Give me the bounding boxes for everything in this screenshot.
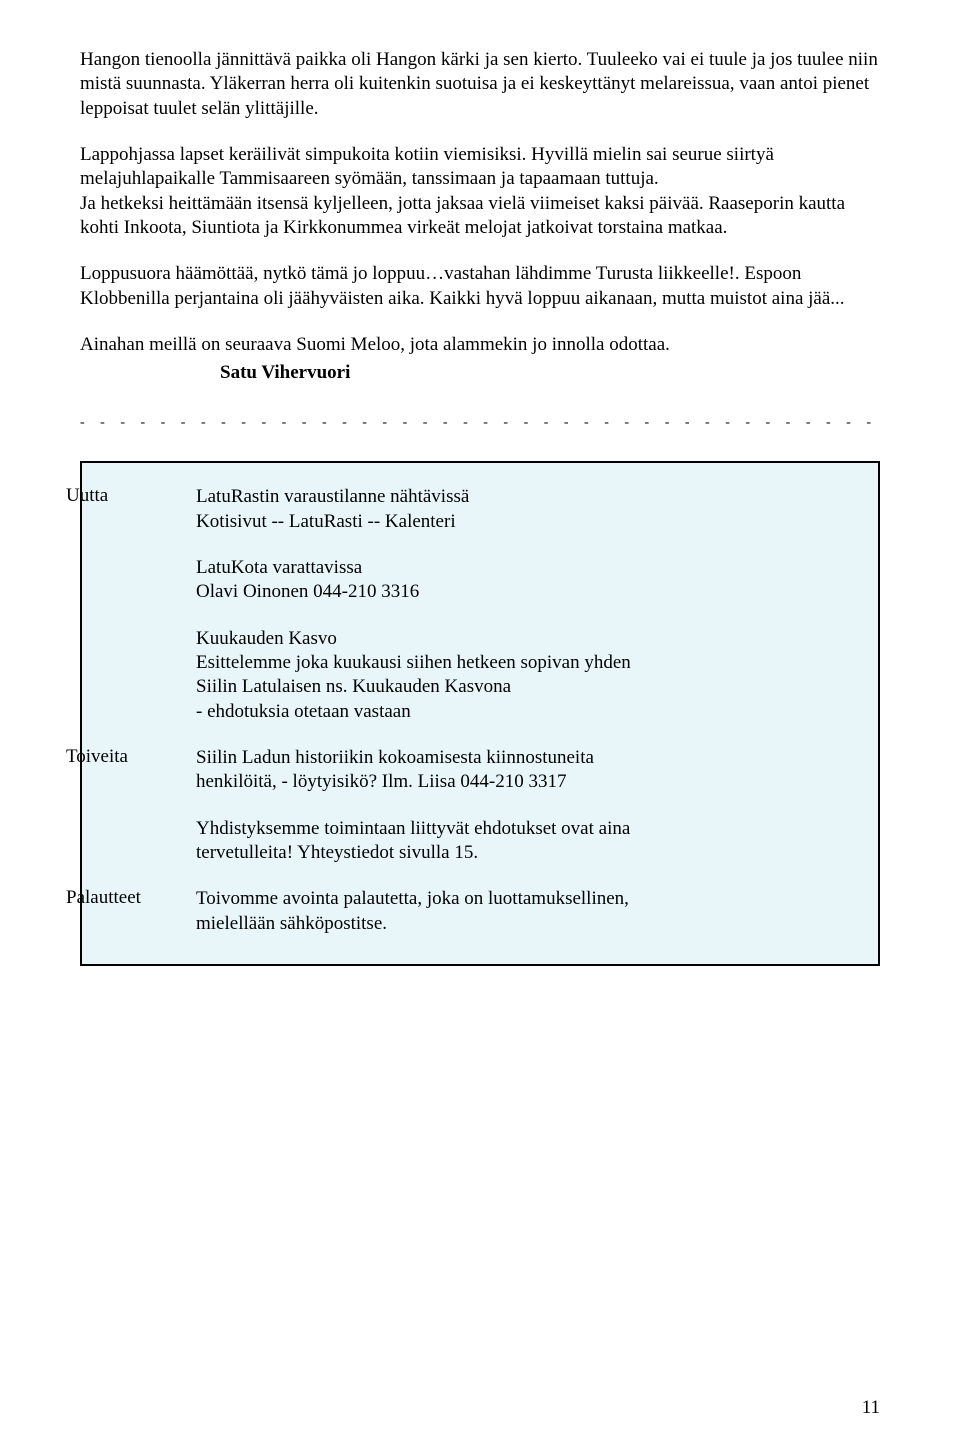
- info-block: LatuKota varattavissa Olavi Oinonen 044-…: [196, 556, 850, 605]
- info-content-palautteet: Toivomme avointa palautetta, joka on luo…: [196, 887, 850, 936]
- info-line: Esittelemme joka kuukausi siihen hetkeen…: [196, 652, 631, 673]
- info-line: Kuukauden Kasvo: [196, 628, 337, 649]
- info-box: Uutta LatuRastin varaustilanne nähtäviss…: [80, 461, 880, 965]
- author-signature: Satu Vihervuori: [220, 361, 880, 385]
- info-line: Kotisivut -- LatuRasti -- Kalenteri: [196, 511, 456, 532]
- info-label-palautteet: Palautteet: [66, 887, 196, 909]
- info-content-toiveita: Siilin Ladun historiikin kokoamisesta ki…: [196, 746, 850, 865]
- info-line: - ehdotuksia otetaan vastaan: [196, 701, 411, 722]
- body-paragraph: Lappohjassa lapset keräilivät simpukoita…: [80, 143, 880, 240]
- info-line: Toivomme avointa palautetta, joka on luo…: [196, 888, 629, 909]
- divider-dashes: - - - - - - - - - - - - - - - - - - - - …: [80, 415, 880, 431]
- info-line: mielellään sähköpostitse.: [196, 913, 387, 934]
- body-paragraph: Loppusuora häämöttää, nytkö tämä jo lopp…: [80, 262, 880, 311]
- info-line: Olavi Oinonen 044-210 3316: [196, 581, 419, 602]
- info-line: tervetulleita! Yhteystiedot sivulla 15.: [196, 842, 478, 863]
- info-line: LatuKota varattavissa: [196, 557, 362, 578]
- page-container: Hangon tienoolla jännittävä paikka oli H…: [0, 0, 960, 1449]
- info-block: Kuukauden Kasvo Esittelemme joka kuukaus…: [196, 627, 850, 724]
- info-block: Siilin Ladun historiikin kokoamisesta ki…: [196, 746, 850, 795]
- info-block: Toivomme avointa palautetta, joka on luo…: [196, 887, 850, 936]
- info-line: Yhdistyksemme toimintaan liittyvät ehdot…: [196, 818, 630, 839]
- info-block: Yhdistyksemme toimintaan liittyvät ehdot…: [196, 817, 850, 866]
- info-line: Siilin Ladun historiikin kokoamisesta ki…: [196, 747, 594, 768]
- info-label-uutta: Uutta: [66, 485, 196, 507]
- paragraph-text: Lappohjassa lapset keräilivät simpukoita…: [80, 144, 774, 189]
- info-row-uutta: Uutta LatuRastin varaustilanne nähtäviss…: [110, 485, 850, 724]
- body-paragraph: Hangon tienoolla jännittävä paikka oli H…: [80, 48, 880, 121]
- info-block: LatuRastin varaustilanne nähtävissä Koti…: [196, 485, 850, 534]
- paragraph-text: Ainahan meillä on seuraava Suomi Meloo, …: [80, 334, 670, 355]
- info-row-palautteet: Palautteet Toivomme avointa palautetta, …: [110, 887, 850, 936]
- body-paragraph: Ainahan meillä on seuraava Suomi Meloo, …: [80, 333, 880, 386]
- info-line: Siilin Latulaisen ns. Kuukauden Kasvona: [196, 676, 511, 697]
- info-line: henkilöitä, - löytyisikö? Ilm. Liisa 044…: [196, 771, 566, 792]
- paragraph-text: Ja hetkeksi heittämään itsensä kyljellee…: [80, 193, 845, 238]
- info-line: LatuRastin varaustilanne nähtävissä: [196, 486, 469, 507]
- info-content-uutta: LatuRastin varaustilanne nähtävissä Koti…: [196, 485, 850, 724]
- info-label-toiveita: Toiveita: [66, 746, 196, 768]
- info-row-toiveita: Toiveita Siilin Ladun historiikin kokoam…: [110, 746, 850, 865]
- page-number: 11: [862, 1397, 880, 1419]
